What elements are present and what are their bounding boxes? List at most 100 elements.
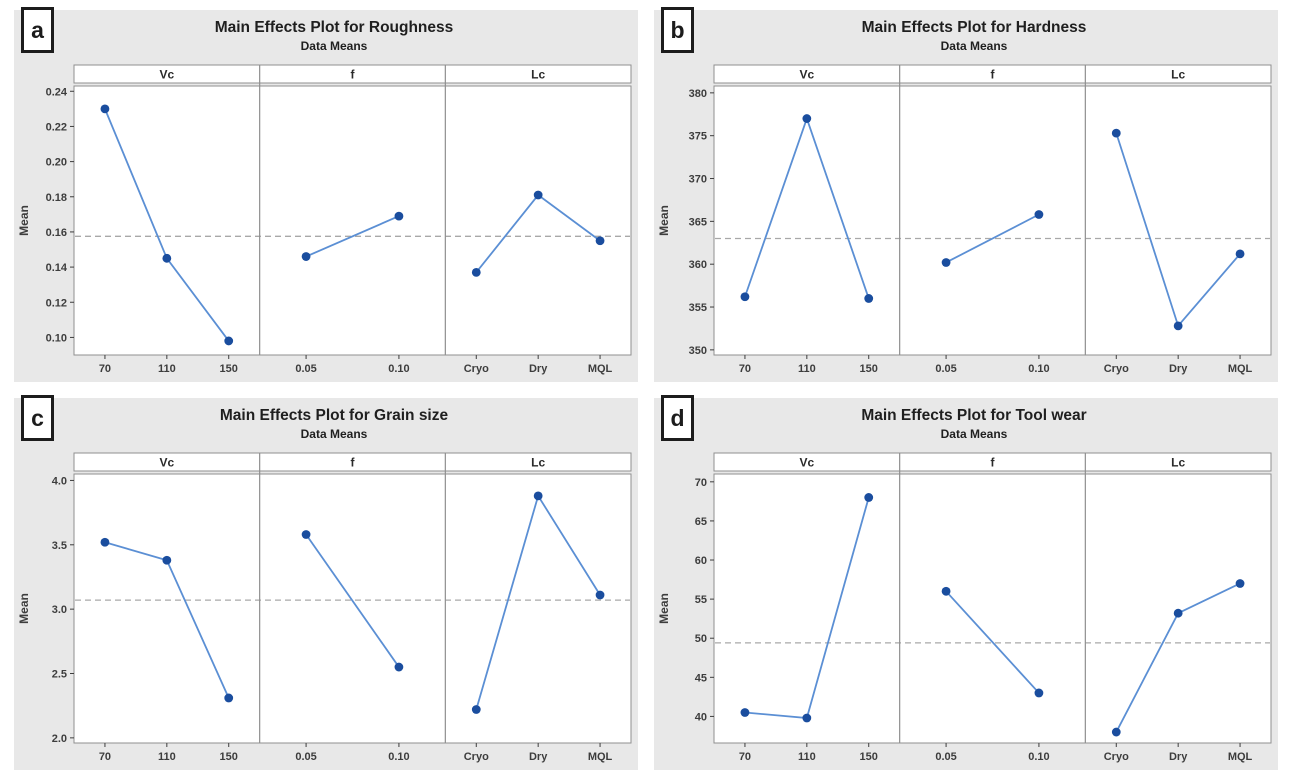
x-tick-label: 110: [798, 363, 816, 375]
y-tick-label: 0.20: [46, 157, 67, 169]
x-tick-label: Cryo: [1104, 751, 1129, 763]
y-tick-label: 375: [689, 131, 707, 143]
series-line: [945, 213, 1040, 264]
chart-svg-tool-wear: Main Effects Plot for Tool wear Data Mean…: [657, 407, 1272, 763]
y-axis-label: Mean: [657, 593, 671, 624]
panel-header-strip: [713, 452, 1272, 472]
panel-header-strip: [73, 64, 632, 84]
y-tick-label: 60: [695, 555, 707, 567]
data-point: [941, 586, 951, 596]
x-tick-label: 0.05: [935, 751, 956, 763]
x-tick-label: 150: [860, 363, 878, 375]
x-tick-label: 70: [99, 363, 111, 375]
x-tick-label: 0.05: [295, 363, 316, 375]
plot-area: [713, 85, 1272, 356]
y-tick-label: 65: [695, 516, 707, 528]
data-point: [740, 708, 750, 717]
y-tick-label: 0.14: [46, 262, 68, 274]
data-point: [864, 493, 874, 502]
y-tick-label: 0.18: [46, 192, 67, 204]
data-point: [394, 662, 404, 672]
y-tick-label: 0.16: [46, 227, 67, 239]
data-point: [1235, 579, 1245, 588]
x-tick-label: Dry: [1169, 363, 1188, 375]
panel-header-label: Lc: [531, 456, 545, 470]
x-tick-label: 150: [860, 751, 878, 763]
data-point: [1173, 321, 1183, 331]
plot-area: [73, 85, 632, 356]
y-tick-label: 50: [695, 633, 707, 645]
x-tick-label: Cryo: [464, 751, 489, 763]
data-point: [301, 252, 311, 261]
x-tick-label: 0.10: [1028, 751, 1049, 763]
chart-subtitle: Data Means: [301, 39, 368, 53]
data-point: [162, 253, 172, 263]
x-tick-label: 110: [158, 363, 176, 375]
y-tick-label: 370: [689, 174, 707, 186]
y-tick-label: 0.22: [46, 121, 67, 133]
data-point: [595, 590, 605, 600]
x-tick-label: MQL: [1228, 751, 1253, 763]
x-tick-label: 110: [798, 751, 816, 763]
y-axis-label: Mean: [17, 593, 31, 624]
x-tick-label: 0.05: [935, 363, 956, 375]
x-tick-label: MQL: [588, 751, 613, 763]
chart-title: Main Effects Plot for Grain size: [220, 407, 449, 424]
data-point: [1111, 128, 1121, 138]
panel-label-c: c: [21, 395, 54, 441]
x-tick-label: 150: [220, 363, 238, 375]
y-tick-label: 2.0: [52, 733, 67, 745]
plot-area: [713, 473, 1272, 744]
y-tick-label: 2.5: [52, 668, 67, 680]
data-point: [471, 267, 481, 277]
panel-header-label: f: [991, 68, 996, 82]
data-point: [1034, 210, 1044, 219]
data-point: [740, 292, 750, 302]
x-tick-label: Cryo: [464, 363, 489, 375]
x-tick-label: 110: [158, 751, 176, 763]
chart-quadrant-b: b Main Effects Plot for Hardness Data Mea…: [654, 7, 1278, 382]
y-tick-label: 380: [689, 88, 707, 100]
y-tick-label: 360: [689, 259, 707, 271]
data-point: [471, 705, 481, 714]
panel-header-label: Vc: [799, 456, 814, 470]
series-line: [305, 215, 400, 258]
data-point: [162, 555, 172, 565]
panel-header-label: f: [991, 456, 996, 470]
data-point: [224, 693, 234, 703]
data-point: [100, 104, 110, 114]
x-tick-label: 150: [220, 751, 238, 763]
y-tick-label: 70: [695, 477, 707, 489]
chart-svg-roughness: Main Effects Plot for Roughness Data Mean…: [17, 19, 632, 375]
x-tick-label: MQL: [1228, 363, 1253, 375]
x-tick-label: 70: [739, 751, 751, 763]
data-point: [941, 258, 951, 267]
y-tick-label: 0.10: [46, 332, 67, 344]
panel-label-b: b: [661, 7, 694, 53]
y-axis-label: Mean: [657, 205, 671, 236]
data-point: [533, 491, 543, 501]
x-tick-label: MQL: [588, 363, 613, 375]
y-axis-label: Mean: [17, 205, 31, 236]
data-point: [224, 336, 234, 346]
x-tick-label: 0.10: [1028, 363, 1049, 375]
data-point: [394, 211, 404, 221]
data-point: [1235, 249, 1245, 259]
y-tick-label: 0.12: [46, 297, 67, 309]
panel-header-label: Vc: [159, 68, 174, 82]
data-point: [100, 537, 110, 547]
chart-subtitle: Data Means: [941, 427, 1008, 441]
chart-title: Main Effects Plot for Tool wear: [861, 407, 1086, 424]
panel-header-label: f: [351, 456, 356, 470]
data-point: [533, 190, 543, 200]
series-line: [305, 533, 400, 668]
chart-title: Main Effects Plot for Roughness: [215, 19, 454, 36]
x-tick-label: 0.10: [388, 751, 409, 763]
x-tick-label: Dry: [1169, 751, 1188, 763]
data-point: [301, 530, 311, 539]
x-tick-label: Dry: [529, 751, 548, 763]
panel-header-label: Vc: [159, 456, 174, 470]
panel-header-label: f: [351, 68, 356, 82]
panel-header-strip: [713, 64, 1272, 84]
